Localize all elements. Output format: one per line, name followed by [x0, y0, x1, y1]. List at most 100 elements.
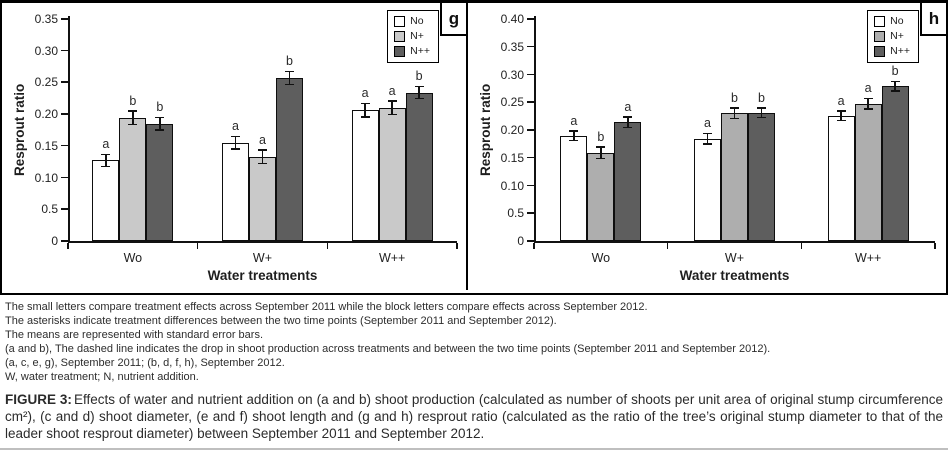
x-axis-title: Water treatments — [207, 268, 318, 283]
error-bar-line — [706, 133, 709, 145]
bar-No-W+ — [694, 138, 721, 241]
error-bar-cap-bottom — [414, 97, 424, 100]
y-tick-mark — [527, 18, 534, 20]
error-bar-cap-bottom — [231, 148, 240, 150]
chart-panel-h: Resprout ratio 0.40 0.35 0.30 0.25 0.20 0.15 0.… — [468, 3, 946, 290]
error-bar-cap-bottom — [623, 126, 633, 129]
y-tick-label: 0.40 — [500, 12, 524, 26]
error-bar-line — [600, 146, 602, 159]
error-bar-line — [733, 107, 736, 119]
error-bar-line — [105, 154, 107, 167]
y-tick-mark — [527, 45, 534, 48]
error-bar-line — [867, 98, 869, 110]
error-bar-cap-top — [414, 85, 424, 88]
y-tick-label: 0 — [51, 234, 58, 248]
error-bar-cap-top — [285, 70, 294, 72]
error-bar-cap-bottom — [757, 116, 766, 119]
significance-letter: b — [731, 90, 738, 105]
y-tick-label: 0.25 — [500, 95, 524, 110]
x-category-label: W++ — [378, 251, 406, 265]
panel-letter-h: h — [920, 3, 946, 36]
error-bar-line — [261, 149, 264, 164]
y-tick-label: 0.20 — [500, 123, 524, 137]
error-bar-line — [391, 100, 393, 115]
error-bar-cap-bottom — [285, 83, 294, 86]
y-tick-label: 0.10 — [500, 178, 524, 193]
error-bar-line — [573, 130, 575, 141]
y-tick-mark — [61, 113, 68, 115]
bar-N+-W+ — [249, 156, 276, 241]
error-bar-cap-top — [623, 116, 633, 118]
y-tick-label: 0.35 — [500, 39, 524, 54]
error-bar-cap-bottom — [730, 117, 739, 120]
bar-N+-W++ — [854, 103, 882, 241]
legend-item: N++ — [394, 46, 430, 57]
error-bar-cap-top — [155, 116, 165, 119]
significance-letter: a — [624, 99, 632, 114]
x-tick-mark — [67, 243, 69, 249]
x-tick-mark — [533, 243, 535, 249]
error-bar-cap-bottom — [569, 139, 579, 142]
top-border-rule — [0, 0, 948, 3]
y-tick-mark — [527, 129, 534, 131]
legend-label: N++ — [410, 45, 430, 57]
significance-letter: b — [156, 100, 164, 115]
y-tick-label: 0.35 — [34, 12, 58, 26]
y-tick-mark — [527, 101, 534, 103]
legend-label: No — [890, 15, 904, 27]
error-bar-cap-top — [730, 107, 739, 109]
y-tick-mark — [61, 49, 68, 52]
bar-No-Wo — [92, 160, 120, 241]
legend-item: No — [874, 16, 910, 27]
error-bar-line — [840, 110, 842, 121]
y-tick-mark — [61, 18, 68, 20]
error-bar-line — [418, 86, 420, 99]
y-tick-label: 0.10 — [34, 170, 58, 185]
panel-letter-g: g — [440, 3, 466, 36]
error-bar-line — [234, 136, 237, 149]
significance-letter: b — [286, 54, 293, 68]
x-tick-mark — [666, 243, 669, 249]
y-tick-mark — [527, 156, 534, 159]
significance-letter: b — [891, 64, 899, 79]
error-bar-cap-bottom — [258, 162, 267, 165]
note-line: (a and b), The dashed line indicates the… — [5, 343, 771, 355]
figure-caption-label: FIGURE 3: — [5, 392, 72, 407]
legend: No N+ N++ — [387, 10, 439, 63]
y-tick-mark — [527, 212, 534, 214]
error-bar-line — [364, 103, 366, 118]
bar-N++-W++ — [881, 86, 909, 241]
bar-No-W+ — [222, 142, 249, 241]
error-bar-cap-top — [836, 110, 846, 112]
error-bar-cap-bottom — [360, 116, 370, 118]
y-tick-label: 0.30 — [34, 43, 58, 58]
y-tick-label: 0.20 — [34, 107, 58, 122]
x-category-label: W++ — [854, 251, 882, 265]
legend-swatch-N+ — [394, 31, 406, 42]
note-line: W, water treatment; N, nutrient addition… — [5, 371, 199, 383]
error-bar-cap-bottom — [596, 157, 606, 160]
error-bar-cap-top — [596, 146, 606, 148]
bar-No-Wo — [560, 135, 588, 241]
chart-panel-g: Resprout ratio 0.35 0.30 0.25 0.20 0.15 0.10 0.… — [2, 3, 468, 290]
y-tick-label: 0 — [517, 234, 524, 248]
legend-item: N+ — [874, 31, 910, 42]
bar-N+-Wo — [119, 117, 147, 241]
significance-letter: b — [129, 93, 137, 108]
bar-N++-W++ — [405, 92, 433, 241]
y-tick-mark — [61, 81, 68, 83]
significance-letter: a — [361, 86, 369, 101]
y-tick-mark — [61, 240, 68, 242]
bar-N++-W+ — [748, 112, 775, 241]
y-tick-label: 0.25 — [34, 75, 58, 90]
x-category-label: W+ — [724, 251, 745, 265]
error-bar-cap-top — [128, 110, 138, 112]
error-bar-cap-bottom — [836, 119, 846, 122]
significance-letter: a — [259, 132, 266, 147]
x-axis-line — [68, 241, 457, 243]
error-bar-line — [159, 117, 161, 130]
y-axis-line — [534, 16, 536, 243]
legend-item: No — [394, 16, 430, 27]
y-tick-mark — [61, 208, 68, 210]
x-tick-mark — [456, 243, 458, 249]
